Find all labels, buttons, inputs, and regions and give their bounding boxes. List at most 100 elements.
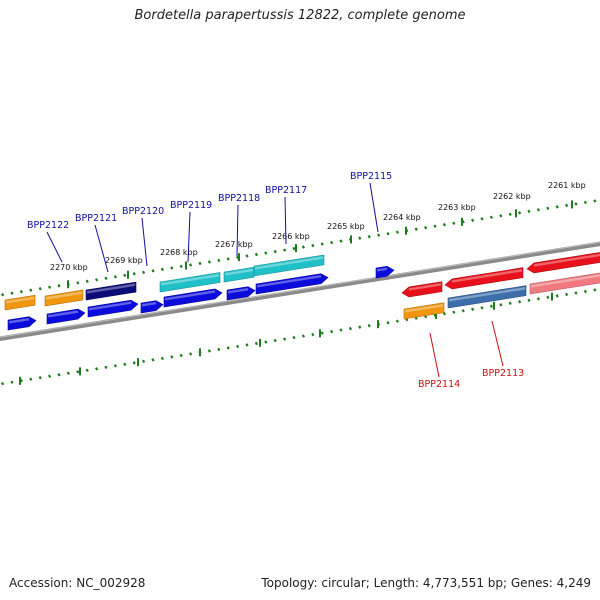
gene-label[interactable]: BPP2122 (27, 220, 69, 231)
inner-ruler-dot (358, 325, 362, 329)
gene-arrow[interactable] (4, 294, 36, 311)
inner-ruler-dot (574, 291, 578, 295)
outer-ruler-dot (48, 285, 52, 289)
tick-label: 2265 kbp (327, 222, 365, 231)
outer-ruler-dot (170, 266, 174, 270)
gene-arrow[interactable] (44, 289, 84, 307)
tick-label: 2266 kbp (272, 232, 310, 241)
gene-arrow[interactable] (85, 281, 137, 301)
leader-line (94, 224, 109, 273)
map-title: Bordetella parapertussis 12822, complete… (134, 8, 466, 23)
inner-ruler-dot (113, 364, 117, 368)
gene-arrow[interactable] (529, 271, 600, 295)
outer-ruler-dot (198, 261, 202, 266)
inner-ruler-dot (471, 307, 475, 311)
inner-ruler-dot (236, 344, 240, 349)
gene-arrow[interactable] (7, 316, 37, 331)
inner-ruler-dot (66, 371, 70, 375)
inner-ruler-dot (339, 328, 343, 332)
gene-arrow[interactable] (253, 254, 325, 277)
inner-ruler-dot (292, 335, 296, 340)
gene-arrow[interactable] (403, 302, 445, 320)
inner-ruler-dot (226, 346, 230, 350)
outer-ruler-dot (546, 206, 550, 211)
inner-ruler-dot (48, 374, 52, 378)
outer-ruler-dot (301, 245, 305, 249)
genome-backbone (0, 241, 600, 341)
outer-ruler-dot (29, 288, 33, 292)
gene-label[interactable]: BPP2118 (218, 193, 260, 204)
outer-ruler-dot (19, 290, 23, 294)
inner-ruler-dot (132, 361, 136, 365)
gene-arrow[interactable] (375, 265, 395, 279)
inner-ruler-dot (565, 292, 569, 297)
gene-label[interactable]: BPP2121 (75, 213, 117, 224)
outer-ruler-dot (226, 257, 230, 261)
ruler-outer (1, 199, 597, 297)
inner-ruler-dot (480, 306, 484, 310)
outer-ruler-dot (518, 211, 522, 215)
outer-ruler-dot (10, 291, 14, 295)
outer-ruler-dot (123, 273, 127, 278)
gene-arrow[interactable] (140, 300, 164, 314)
outer-ruler-dot (386, 231, 390, 236)
inner-ruler-dot (189, 352, 193, 356)
gene-arrow[interactable] (163, 288, 223, 308)
inner-ruler-dot (283, 337, 287, 341)
backbone-highlight (0, 241, 600, 338)
gene-label[interactable]: BPP2115 (350, 171, 392, 182)
outer-ruler-dot (85, 279, 89, 283)
inner-ruler-dot (10, 380, 14, 384)
outer-ruler-dot (38, 287, 42, 291)
outer-ruler-dot (273, 249, 277, 254)
outer-ruler-dot (433, 224, 437, 228)
tick-label: 2267 kbp (215, 240, 253, 249)
gene-arrow[interactable] (46, 308, 86, 325)
outer-ruler-dot (132, 272, 136, 276)
gene-arrow[interactable] (255, 273, 329, 295)
inner-ruler-dot (593, 288, 597, 292)
inner-ruler-dot (546, 295, 550, 300)
gene-arrow[interactable] (226, 286, 256, 301)
gene-label[interactable]: BPP2114 (418, 379, 460, 390)
gene-arrow[interactable] (444, 267, 524, 290)
ruler-inner (1, 288, 597, 386)
outer-ruler-dot (339, 239, 343, 243)
outer-ruler-dot (151, 269, 155, 273)
tick-label: 2261 kbp (548, 181, 586, 190)
gene-arrow[interactable] (447, 285, 527, 309)
inner-ruler-dot (311, 332, 315, 337)
inner-ruler-dot (461, 309, 465, 313)
tick-label: 2270 kbp (50, 263, 88, 272)
outer-ruler-dot (330, 240, 334, 245)
inner-ruler-dot (1, 381, 5, 386)
gene-arrow[interactable] (159, 272, 221, 293)
outer-ruler-dot (555, 205, 559, 209)
outer-ruler-dot (489, 215, 493, 219)
gene-arrow[interactable] (223, 266, 255, 283)
inner-ruler-dot (142, 359, 146, 364)
tick-label: 2268 kbp (160, 248, 198, 257)
inner-ruler-dot (348, 326, 352, 331)
outer-ruler-dot (395, 230, 399, 234)
outer-ruler-dot (452, 221, 456, 225)
inner-ruler-dot (386, 320, 390, 325)
gene-arrow[interactable] (526, 251, 600, 274)
inner-ruler-dot (254, 341, 258, 346)
gene-arrow[interactable] (401, 281, 443, 298)
leader-line (429, 332, 440, 378)
inner-ruler-dot (85, 368, 89, 372)
outer-ruler-dot (527, 209, 531, 214)
outer-ruler-dot (254, 252, 258, 257)
gene-arrow[interactable] (87, 299, 139, 318)
gene-label[interactable]: BPP2120 (122, 206, 164, 217)
inner-ruler-dot (499, 303, 503, 307)
outer-ruler-dot (442, 223, 446, 227)
gene-label[interactable]: BPP2119 (170, 200, 212, 211)
gene-label[interactable]: BPP2113 (482, 368, 524, 379)
inner-ruler-dot (395, 319, 399, 323)
outer-ruler-dot (76, 281, 80, 285)
outer-ruler-dot (414, 227, 418, 231)
gene-label[interactable]: BPP2117 (265, 185, 307, 196)
